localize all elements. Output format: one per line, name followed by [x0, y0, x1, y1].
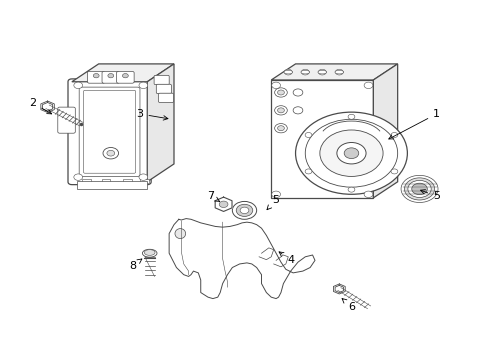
Ellipse shape — [334, 70, 343, 74]
Bar — [271, 80, 372, 198]
Polygon shape — [215, 197, 231, 211]
Circle shape — [305, 132, 311, 138]
Polygon shape — [333, 284, 345, 294]
FancyBboxPatch shape — [58, 107, 75, 133]
FancyBboxPatch shape — [102, 71, 119, 83]
Circle shape — [108, 73, 114, 78]
FancyBboxPatch shape — [83, 90, 135, 173]
Ellipse shape — [317, 70, 326, 74]
Circle shape — [277, 108, 284, 113]
Circle shape — [347, 187, 354, 192]
FancyBboxPatch shape — [156, 84, 171, 94]
Circle shape — [74, 82, 82, 89]
Text: 7: 7 — [206, 191, 219, 201]
Circle shape — [390, 169, 397, 174]
Circle shape — [295, 112, 407, 194]
Circle shape — [271, 82, 280, 89]
Circle shape — [219, 201, 227, 207]
Circle shape — [390, 132, 397, 138]
Circle shape — [404, 178, 434, 200]
Circle shape — [344, 148, 358, 158]
Circle shape — [305, 169, 311, 174]
Text: 2: 2 — [29, 98, 52, 114]
Circle shape — [336, 143, 366, 164]
Text: 6: 6 — [342, 298, 354, 312]
Circle shape — [232, 202, 256, 219]
Circle shape — [139, 174, 147, 180]
Circle shape — [305, 119, 397, 187]
Polygon shape — [42, 103, 53, 111]
Polygon shape — [334, 285, 343, 293]
Circle shape — [347, 114, 354, 119]
Circle shape — [319, 130, 382, 176]
Circle shape — [301, 69, 308, 75]
Circle shape — [271, 191, 280, 198]
Circle shape — [139, 82, 147, 89]
Circle shape — [292, 89, 302, 96]
Circle shape — [400, 175, 437, 203]
Bar — [123, 179, 132, 183]
Circle shape — [335, 69, 343, 75]
Circle shape — [93, 73, 99, 78]
Circle shape — [284, 69, 291, 75]
Circle shape — [364, 191, 372, 198]
Circle shape — [274, 123, 287, 133]
Ellipse shape — [142, 249, 157, 257]
Circle shape — [103, 148, 118, 159]
Circle shape — [236, 204, 252, 216]
Circle shape — [411, 183, 427, 195]
Text: 8: 8 — [129, 259, 142, 271]
Circle shape — [318, 69, 325, 75]
Bar — [102, 179, 110, 183]
Text: 1: 1 — [388, 109, 439, 139]
Polygon shape — [41, 101, 54, 112]
FancyBboxPatch shape — [158, 93, 173, 103]
Circle shape — [274, 106, 287, 115]
Circle shape — [74, 174, 82, 180]
Polygon shape — [147, 64, 174, 182]
Bar — [77, 181, 147, 189]
Text: 3: 3 — [136, 109, 167, 120]
Circle shape — [407, 180, 430, 198]
Circle shape — [292, 107, 302, 114]
Bar — [82, 179, 91, 183]
FancyBboxPatch shape — [116, 71, 134, 83]
Circle shape — [364, 82, 372, 89]
Text: 4: 4 — [279, 252, 294, 265]
Circle shape — [107, 150, 115, 156]
Ellipse shape — [284, 70, 292, 74]
Text: 5: 5 — [266, 195, 279, 210]
Circle shape — [122, 73, 128, 78]
FancyBboxPatch shape — [79, 87, 140, 176]
Bar — [140, 179, 149, 183]
Polygon shape — [169, 219, 314, 298]
FancyBboxPatch shape — [87, 71, 105, 83]
Circle shape — [277, 126, 284, 131]
Circle shape — [240, 207, 248, 213]
Ellipse shape — [144, 249, 155, 255]
FancyBboxPatch shape — [154, 75, 169, 85]
Circle shape — [277, 90, 284, 95]
Polygon shape — [372, 64, 397, 198]
Ellipse shape — [300, 70, 309, 74]
Polygon shape — [72, 64, 174, 82]
Polygon shape — [271, 64, 397, 80]
FancyBboxPatch shape — [68, 79, 151, 185]
Text: 5: 5 — [420, 190, 439, 201]
Ellipse shape — [175, 229, 185, 239]
Circle shape — [274, 88, 287, 97]
